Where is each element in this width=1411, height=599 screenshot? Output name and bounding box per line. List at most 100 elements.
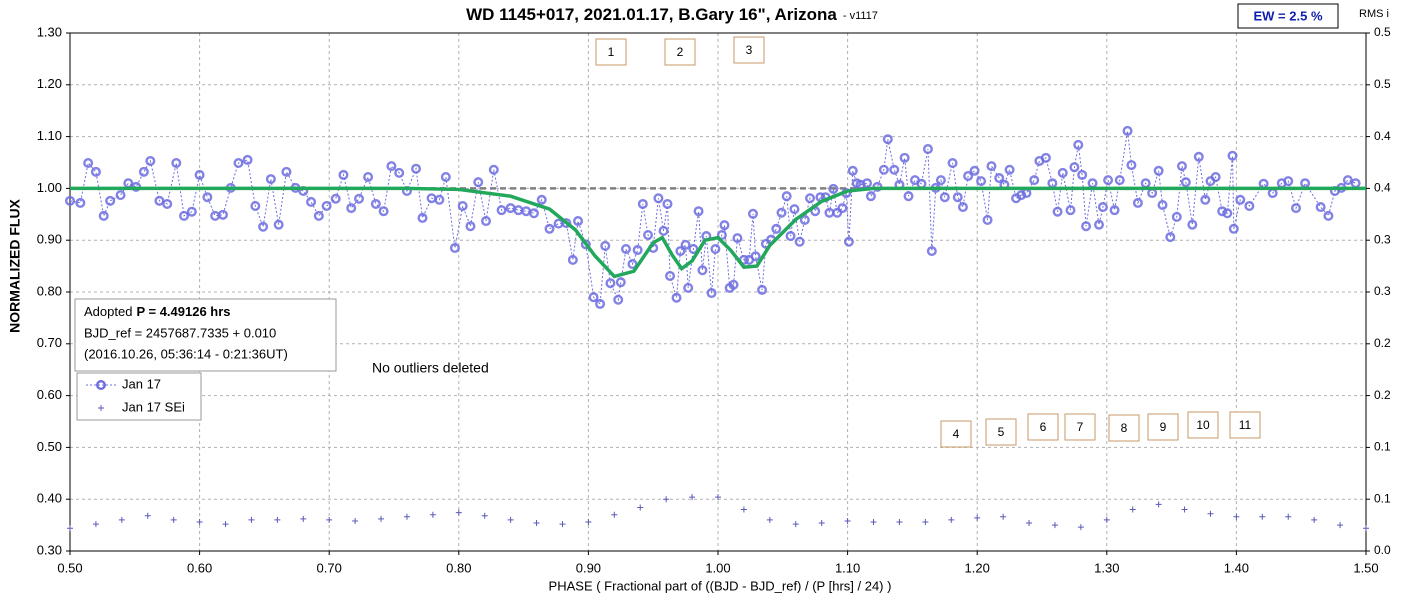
data-point [123,178,134,189]
data-point [179,210,190,221]
data-point [982,214,993,225]
legend [76,372,202,421]
data-point [528,208,539,219]
data-point [1077,169,1088,180]
data-point [837,203,848,214]
data-point [1300,178,1311,189]
event-box [664,38,696,66]
data-point [776,207,787,218]
data-point [1026,520,1033,527]
data-point [728,279,739,290]
data-point [828,183,839,194]
data-point [429,511,436,518]
data-point [370,198,381,209]
data-point [1000,513,1007,520]
data-point [878,164,889,175]
data-point [588,292,599,303]
data-point [611,511,618,518]
data-point [330,193,341,204]
data-point [637,198,648,209]
event-box [1027,413,1059,441]
data-point [1157,199,1168,210]
info-line: (2016.10.26, 05:36:14 - 0:21:36UT) [84,346,288,361]
data-point [585,518,592,525]
event-label: 3 [746,43,753,57]
event-box [595,38,627,66]
data-point [605,278,616,289]
data-point [481,512,488,519]
series-line [69,130,1356,306]
event-label: 8 [1121,421,1128,435]
data-point [1029,175,1040,186]
y2-tick-label: 0.0 [1374,543,1391,557]
data-point [115,190,126,201]
data-point [939,192,950,203]
data-point [1222,208,1233,219]
data-point [92,521,99,528]
y-axis-label: NORMALIZED FLUX [7,198,23,332]
data-point [573,216,584,227]
event-label: 9 [1160,420,1167,434]
data-point [957,202,968,213]
y2-tick-label: 0.2 [1374,336,1391,350]
x-tick-label: 1.10 [835,560,860,575]
data-point [580,239,591,250]
data-point [1311,516,1318,523]
data-point [663,496,670,503]
data-point [1047,178,1058,189]
data-point [818,520,825,527]
data-point [1315,202,1326,213]
data-point [1200,194,1211,205]
y-tick-label: 0.60 [37,387,62,402]
data-point [1171,211,1182,222]
event-label: 4 [953,427,960,441]
data-point [455,509,462,516]
legend-label: Jan 17 [122,376,161,391]
data-point [233,158,244,169]
data-point [138,166,149,177]
legend-label: Jan 17 SEi [122,399,185,414]
data-point [824,207,835,218]
data-point [766,516,773,523]
event-label: 7 [1077,420,1084,434]
data-point [952,192,963,203]
data-point [889,164,900,175]
y-tick-label: 0.50 [37,439,62,454]
data-point [1004,164,1015,175]
data-point [505,203,516,214]
title-suffix: - v1117 [843,10,878,22]
info-line: Adopted P = 4.49126 hrs [84,304,231,319]
data-point [847,165,858,176]
data-point [1040,152,1051,163]
data-point [1180,177,1191,188]
data-point [994,173,1005,184]
event-box [733,36,765,64]
data-point [896,518,903,525]
data-point [697,265,708,276]
event-label: 1 [608,45,615,59]
data-point [1103,175,1114,186]
data-point [118,516,125,523]
data-point [1259,513,1266,520]
data-point [394,167,405,178]
data-point [1132,197,1143,208]
data-point [903,191,914,202]
chart-title: WD 1145+017, 2021.01.17, B.Gary 16", Ari… [466,5,878,24]
data-point [747,208,758,219]
info-lead: Adopted [84,304,132,319]
data-point [1077,524,1084,531]
x-tick-label: 0.70 [317,560,342,575]
data-point [481,216,492,227]
data-point [1065,205,1076,216]
data-point [144,512,151,519]
data-point [1350,178,1361,189]
data-point [976,176,987,187]
data-point [794,236,805,247]
data-point [1217,206,1228,217]
data-point [1291,203,1302,214]
data-point [1114,175,1125,186]
data-point [202,192,213,203]
data-point [969,165,980,176]
data-point [1109,205,1120,216]
data-point [716,230,727,241]
